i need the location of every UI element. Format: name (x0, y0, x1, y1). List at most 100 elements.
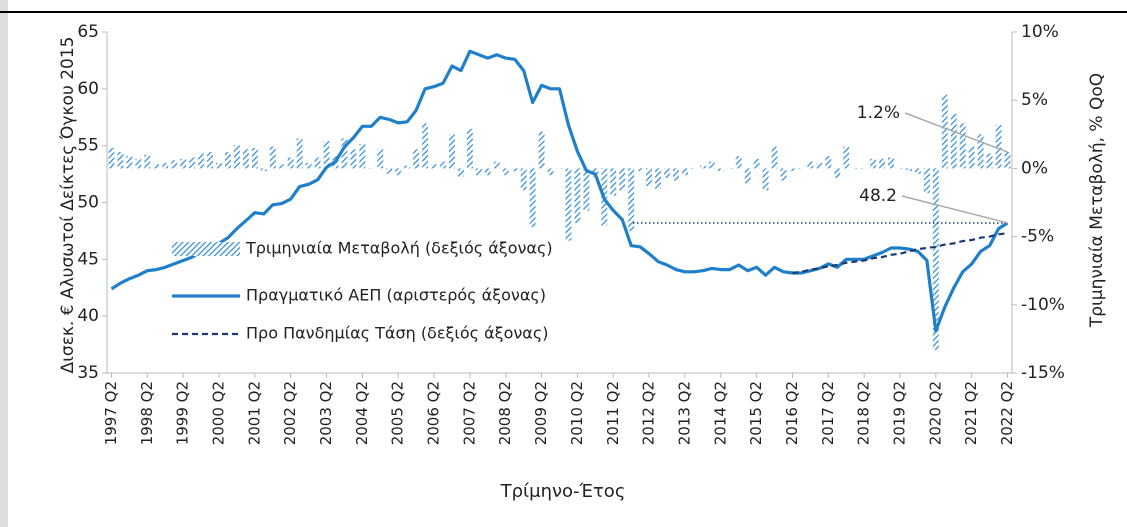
y2-tick-label: -15% (1021, 363, 1065, 383)
bar (457, 168, 464, 177)
bar (323, 141, 330, 169)
bar (305, 162, 312, 169)
bar (431, 164, 438, 169)
x-tick-label: 2016 Q2 (783, 381, 801, 445)
bar (180, 158, 187, 169)
bar (242, 149, 249, 169)
bar (914, 168, 921, 174)
x-tick-label: 2004 Q2 (353, 381, 371, 445)
bar (117, 152, 124, 169)
bar (995, 124, 1002, 169)
x-tick-label: 1997 Q2 (102, 381, 120, 445)
legend-swatch (172, 242, 240, 256)
bar (870, 158, 877, 169)
x-tick-label: 2000 Q2 (210, 381, 228, 445)
x-tick-label: 2022 Q2 (998, 381, 1016, 445)
y-tick-label: 35 (77, 363, 99, 383)
x-tick-label: 2010 Q2 (568, 381, 586, 445)
bar (502, 168, 509, 176)
bar (798, 168, 805, 169)
bar (449, 134, 455, 169)
x-tick-label: 2021 Q2 (962, 381, 980, 445)
bar (440, 161, 446, 169)
y2-tick-label: 10% (1021, 22, 1059, 42)
side-strip (0, 0, 8, 527)
y-tick-label: 45 (77, 249, 99, 269)
x-tick-label: 2018 Q2 (855, 381, 873, 445)
bar (610, 168, 617, 196)
bar (233, 145, 240, 169)
line (110, 49, 1009, 333)
x-tick-label: 1999 Q2 (174, 381, 192, 445)
bar (941, 94, 948, 169)
bar (1004, 152, 1011, 169)
bar (932, 168, 939, 350)
bar (879, 158, 886, 169)
bar (529, 168, 536, 228)
x-tick-label: 2001 Q2 (245, 381, 263, 445)
bar (216, 162, 222, 169)
x-tick-label: 2009 Q2 (532, 381, 550, 445)
y2-tick-label: 0% (1021, 158, 1048, 178)
x-tick-label: 2006 Q2 (425, 381, 443, 445)
annotation-label: 1.2% (857, 103, 900, 123)
x-tick-label: 2015 Q2 (747, 381, 765, 445)
bar (126, 156, 133, 169)
x-tick-label: 2013 Q2 (675, 381, 693, 445)
bar (413, 149, 420, 169)
bar (923, 168, 930, 193)
legend-label: Προ Πανδημίας Τάση (δεξιός άξονας) (246, 324, 548, 343)
bar (135, 158, 142, 169)
bar (735, 156, 742, 169)
bar (466, 128, 473, 169)
bar (619, 168, 626, 191)
bar (484, 168, 491, 176)
bar (699, 165, 706, 169)
x-tick-label: 2019 Q2 (890, 381, 908, 445)
annotation-label: 48.2 (859, 186, 897, 206)
bar (690, 168, 697, 169)
x-tick-label: 2002 Q2 (281, 381, 299, 445)
bar (968, 146, 975, 169)
bar (807, 161, 814, 169)
x-tick-label: 2012 Q2 (640, 381, 658, 445)
bar (556, 168, 563, 169)
bar (547, 168, 554, 176)
bar (520, 168, 527, 191)
bar (404, 165, 411, 169)
bar (717, 168, 724, 172)
bar (753, 158, 760, 169)
bar (681, 168, 688, 176)
bar (171, 160, 178, 169)
bar (386, 168, 393, 174)
y-tick-label: 50 (77, 193, 99, 213)
bar (583, 168, 590, 211)
bar (986, 153, 993, 169)
bar (977, 134, 984, 169)
bar (843, 146, 850, 169)
y-tick-label: 65 (77, 22, 99, 42)
bar (296, 138, 303, 169)
bar (852, 168, 859, 169)
bar (278, 164, 285, 169)
bar (225, 152, 231, 169)
bar (897, 168, 903, 169)
bar (888, 157, 894, 169)
bar (475, 168, 482, 176)
bar (905, 168, 912, 172)
x-axis-title: Τρίμηνο-Έτος (500, 481, 626, 502)
x-tick-label: 2020 Q2 (926, 381, 944, 445)
bar (314, 157, 321, 169)
bar (207, 152, 214, 169)
trend-line (792, 232, 1008, 275)
bar (950, 113, 957, 169)
legend-label: Τριμηνιαία Μεταβολή (δεξιός άξονας) (245, 239, 553, 258)
x-tick-label: 2011 Q2 (604, 381, 622, 445)
bar (959, 123, 966, 169)
bar (646, 168, 653, 187)
bar (269, 146, 276, 169)
y-tick-label: 40 (77, 306, 99, 326)
bar (789, 168, 796, 172)
bar (771, 146, 778, 169)
